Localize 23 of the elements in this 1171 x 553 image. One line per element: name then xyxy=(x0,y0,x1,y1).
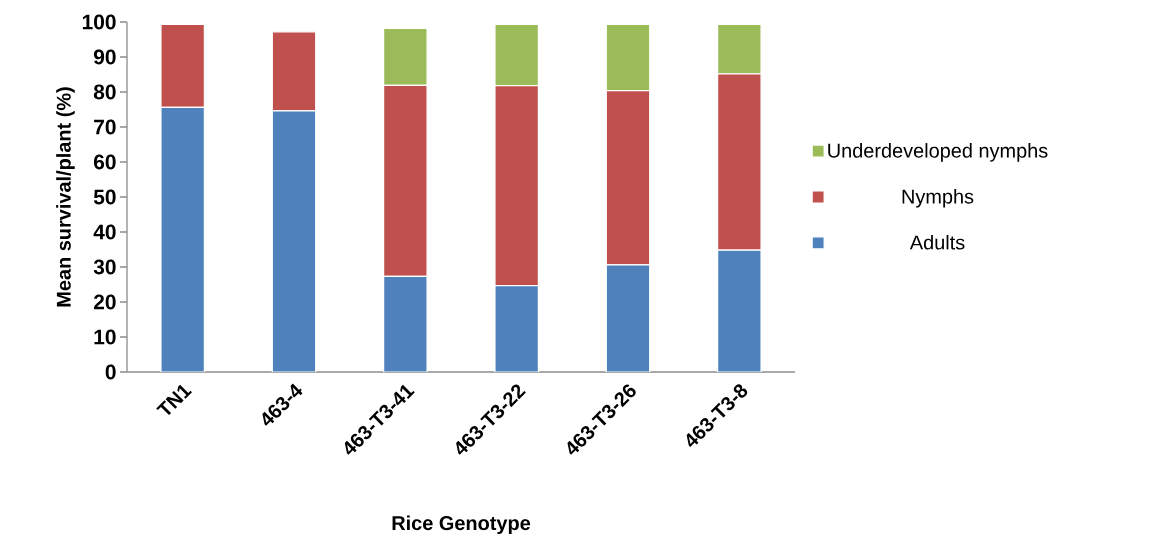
y-tick-label: 40 xyxy=(93,224,116,240)
bar xyxy=(605,264,651,372)
y-tick-label: 80 xyxy=(93,84,116,100)
y-tick-label: 10 xyxy=(94,329,116,345)
y-tick-label: 100 xyxy=(82,14,116,30)
bar xyxy=(271,110,317,372)
text: Adults xyxy=(909,234,965,250)
x-axis-title: Rice Genotype xyxy=(392,515,531,535)
x-tick-label: TN1 xyxy=(156,384,192,416)
y-tick-label: 60 xyxy=(93,154,116,170)
y-tick-label: 0 xyxy=(105,364,116,380)
y-tick-label: 50 xyxy=(93,189,116,205)
text: Nymphs xyxy=(902,189,974,208)
y-tick-label: 90 xyxy=(93,49,116,65)
bar xyxy=(494,284,539,372)
bar xyxy=(717,249,762,372)
y-tick-label: 20 xyxy=(93,294,116,310)
y-tick-label: 30 xyxy=(93,259,116,275)
y-tick-label: 70 xyxy=(94,119,116,135)
bar xyxy=(160,106,205,372)
bar xyxy=(383,275,428,372)
y-axis-title: Mean survival/plant (%) xyxy=(56,87,75,307)
legend-label: Underdeveloped nymphs xyxy=(828,143,1048,162)
